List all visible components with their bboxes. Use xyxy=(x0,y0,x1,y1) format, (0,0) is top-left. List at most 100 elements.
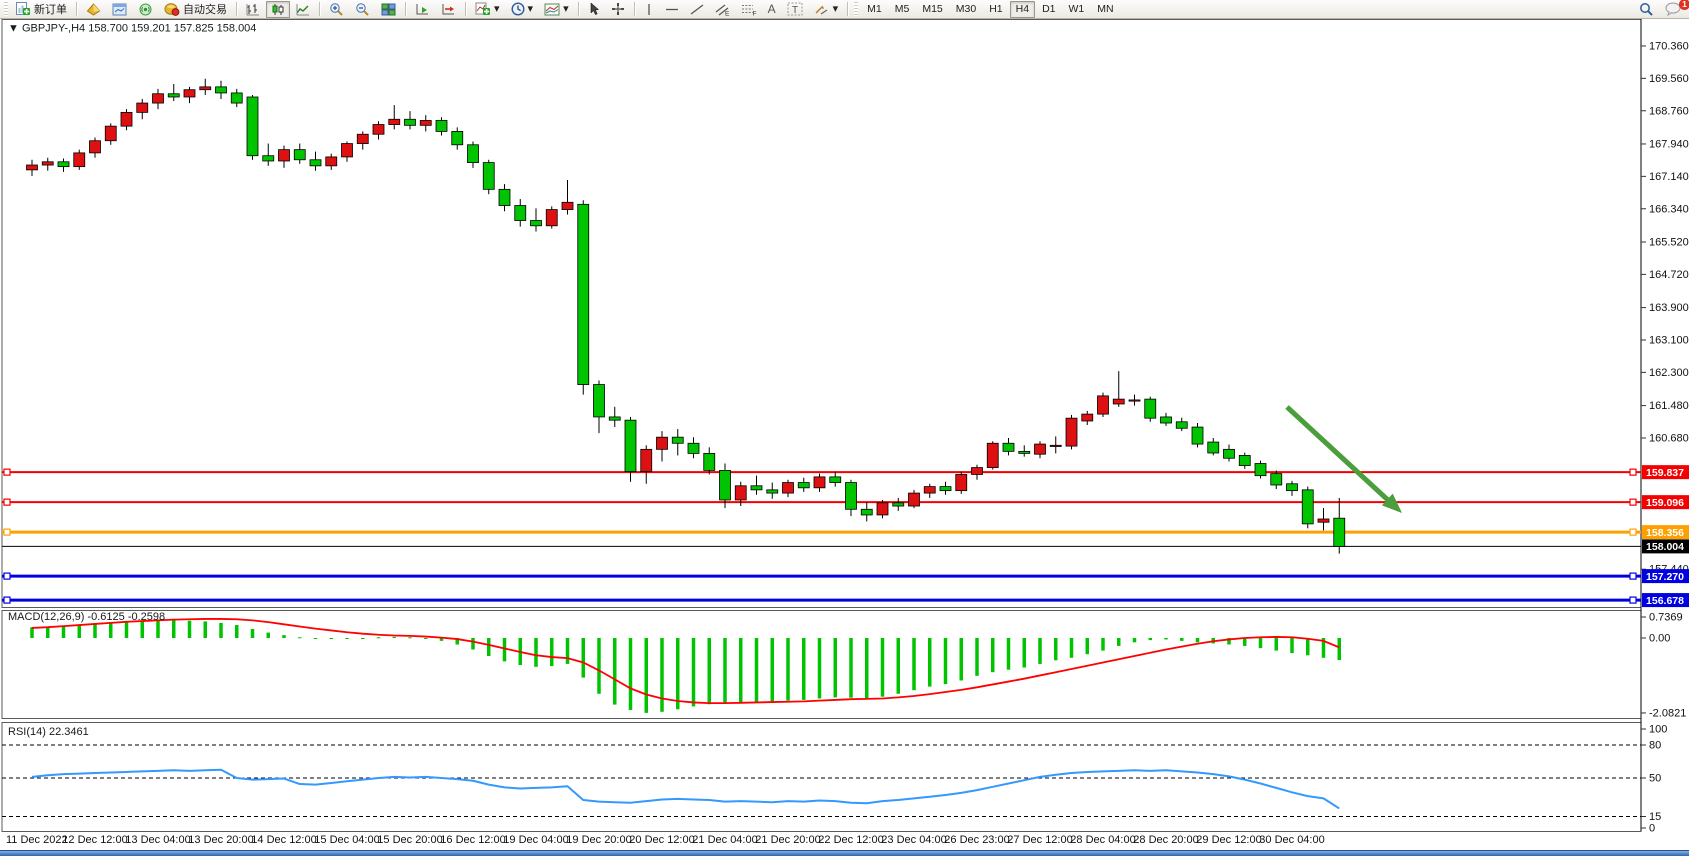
templates-icon xyxy=(544,3,560,15)
timeframe-label: H1 xyxy=(989,3,1003,15)
timeframe-w1-button[interactable]: W1 xyxy=(1063,1,1091,18)
autotrade-icon xyxy=(164,3,180,16)
vertical-line-button[interactable] xyxy=(639,1,659,18)
cursor-icon xyxy=(590,2,599,15)
auto-scroll-button[interactable] xyxy=(410,1,435,18)
timeframe-mn-button[interactable]: MN xyxy=(1091,1,1119,18)
toolbar-grip[interactable] xyxy=(854,2,859,16)
timeframe-h4-button[interactable]: H4 xyxy=(1009,0,1036,18)
chat-button[interactable]: 1 xyxy=(1660,0,1689,18)
rsi-tick: 100 xyxy=(1649,724,1667,736)
templates-button[interactable]: ▾ xyxy=(539,1,574,18)
horizontal-line-button[interactable] xyxy=(660,1,684,18)
periods-button[interactable]: ▾ xyxy=(506,1,539,18)
zoom-out-button[interactable] xyxy=(350,1,375,18)
time-label: 13 Dec 04:00 xyxy=(125,834,190,846)
timeframe-m15-button[interactable]: M15 xyxy=(916,1,948,18)
zoom-out-icon xyxy=(356,3,369,16)
time-label: 28 Dec 04:00 xyxy=(1070,834,1135,846)
horizontal-lines-layer[interactable] xyxy=(2,468,1641,604)
timeframe-label: D1 xyxy=(1042,3,1056,15)
svg-text:158.356: 158.356 xyxy=(1646,527,1684,539)
chart-horizontal-scrollbar[interactable] xyxy=(0,850,1689,856)
candlesticks xyxy=(26,78,1346,554)
arrow-tools-button[interactable]: ▾ xyxy=(809,1,844,18)
trendline-icon xyxy=(690,3,703,15)
text-label-button[interactable]: T xyxy=(782,1,808,18)
timeframe-d1-button[interactable]: D1 xyxy=(1036,1,1061,18)
search-button[interactable] xyxy=(1634,1,1659,18)
svg-text:E: E xyxy=(725,10,730,16)
tile-windows-icon xyxy=(381,3,396,15)
svg-text:157.270: 157.270 xyxy=(1646,571,1684,583)
timeframe-label: M1 xyxy=(867,3,882,15)
horizontal-line-159.096[interactable] xyxy=(2,498,1641,506)
equidistant-channel-button[interactable]: E xyxy=(710,1,735,18)
search-icon xyxy=(1640,3,1653,16)
marketwatch-button[interactable] xyxy=(81,1,106,18)
timeframe-label: M15 xyxy=(922,3,943,15)
new-order-button[interactable]: 新订单 xyxy=(11,1,72,18)
crosshair-icon xyxy=(611,3,624,15)
bar-chart-button[interactable] xyxy=(241,1,265,18)
timeframe-label: W1 xyxy=(1068,3,1085,15)
auto-scroll-icon xyxy=(416,3,428,14)
rsi-tick: 15 xyxy=(1649,811,1661,823)
price-axis[interactable]: 170.360 169.560 168.760 167.940 167.140 166.3… xyxy=(1641,40,1689,608)
price-tick: 166.340 xyxy=(1649,203,1689,215)
timeframe-label: H4 xyxy=(1015,3,1030,15)
rsi-panel: 100 80 50 150 xyxy=(2,724,1667,835)
timeframe-h1-button[interactable]: H1 xyxy=(983,1,1008,18)
zoom-in-icon xyxy=(330,3,343,16)
fibonacci-button[interactable]: F xyxy=(736,1,762,18)
price-tick: 167.140 xyxy=(1649,171,1689,183)
chart-shift-icon xyxy=(442,3,454,14)
macd-label: MACD(12,26,9) -0.6125 -0.2598 xyxy=(8,611,165,623)
chart-window-button[interactable] xyxy=(107,1,132,18)
trendline-button[interactable] xyxy=(685,1,709,18)
price-tick: 167.940 xyxy=(1649,138,1689,150)
bar-chart-icon xyxy=(246,3,259,15)
price-label-159.837: 159.837 xyxy=(1642,465,1689,480)
indicators-button[interactable]: ▾ xyxy=(470,1,505,18)
candlestick-button[interactable] xyxy=(266,0,290,18)
price-label-158.004: 158.004 xyxy=(1642,539,1689,554)
zoom-in-button[interactable] xyxy=(324,1,349,18)
separator xyxy=(405,2,406,16)
svg-text:159.096: 159.096 xyxy=(1646,497,1684,509)
tile-windows-button[interactable] xyxy=(376,1,401,18)
timeframe-m5-button[interactable]: M5 xyxy=(889,1,916,18)
rsi-tick: 0 xyxy=(1649,823,1655,835)
separator xyxy=(577,2,579,16)
svg-text:156.678: 156.678 xyxy=(1646,595,1684,607)
time-label: 13 Dec 20:00 xyxy=(188,834,253,846)
signals-button[interactable] xyxy=(133,1,158,18)
toolbar-grip[interactable] xyxy=(4,2,8,16)
timeframe-m1-button[interactable]: M1 xyxy=(861,1,888,18)
macd-panel: 0.7369 0.00 -2.0821 xyxy=(30,612,1686,719)
crosshair-button[interactable] xyxy=(606,1,630,18)
chart-shift-button[interactable] xyxy=(436,1,461,18)
chart-canvas[interactable]: 170.360 169.560 168.760 167.940 167.140 166.3… xyxy=(0,19,1689,850)
horizontal-line-158.356[interactable] xyxy=(2,528,1641,536)
cursor-button[interactable] xyxy=(583,1,605,18)
timeframe-m30-button[interactable]: M30 xyxy=(950,1,982,18)
separator xyxy=(319,2,320,16)
ohlc-values: 158.700 159.201 157.825 158.004 xyxy=(88,23,256,35)
new-order-label: 新订单 xyxy=(34,4,67,16)
autotrade-button[interactable]: 自动交易 xyxy=(159,1,232,18)
horizontal-line-157.270[interactable] xyxy=(2,572,1641,580)
horizontal-line-159.837[interactable] xyxy=(2,468,1641,476)
timeframe-label: M5 xyxy=(894,3,910,15)
line-chart-button[interactable] xyxy=(291,1,315,18)
price-tick: 162.300 xyxy=(1649,367,1689,379)
trend-arrow-annotation[interactable] xyxy=(1285,405,1402,513)
horizontal-line-156.678[interactable] xyxy=(2,596,1641,604)
symbol-dropdown-icon[interactable]: ▼ xyxy=(8,23,22,35)
arrow-tools-icon xyxy=(815,5,827,14)
time-label: 14 Dec 12:00 xyxy=(251,834,316,846)
dropdown-caret-icon: ▾ xyxy=(563,2,569,15)
text-button[interactable]: A xyxy=(763,1,781,18)
macd-tick: 0.00 xyxy=(1649,633,1670,645)
